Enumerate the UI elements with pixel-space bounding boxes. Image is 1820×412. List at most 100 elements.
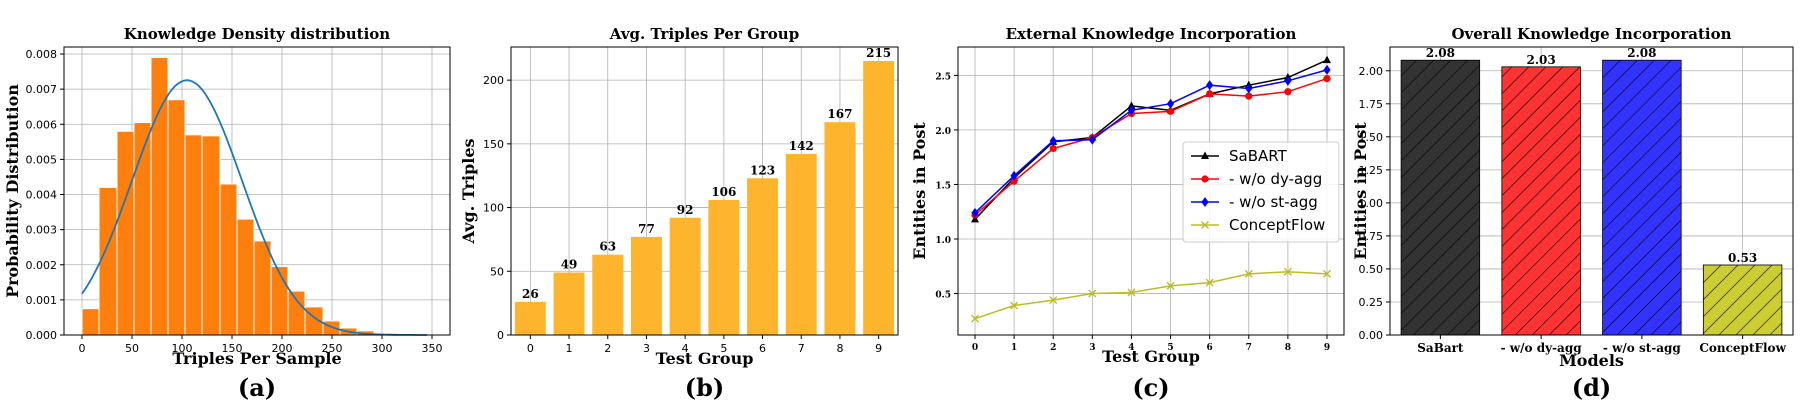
- histogram-bar: [219, 183, 238, 336]
- x-tick-label: 7: [1246, 343, 1252, 353]
- panel-label: (d): [1572, 373, 1612, 402]
- marker-circle: [1284, 88, 1292, 96]
- marker-diamond: [1323, 64, 1331, 75]
- y-tick-label: 1.00: [1359, 197, 1384, 210]
- y-tick-label: 0.007: [26, 83, 58, 96]
- x-tick-label: 6: [1207, 343, 1213, 353]
- data-label: 77: [638, 222, 655, 236]
- marker-circle: [1323, 75, 1331, 83]
- histogram-bar: [116, 130, 135, 336]
- marker-x: [1205, 278, 1214, 287]
- x-tick-label: 200: [272, 342, 293, 355]
- bar: [747, 178, 779, 335]
- bar: [592, 254, 624, 335]
- panel-label: (a): [238, 373, 276, 402]
- marker-triangle: [971, 214, 979, 223]
- marker-x: [1244, 269, 1253, 278]
- marker-circle: [1010, 177, 1018, 185]
- bar: [630, 236, 662, 335]
- plot-frame: [957, 46, 1345, 336]
- x-tick-label: ConceptFlow: [1699, 341, 1786, 355]
- marker-circle: [1206, 90, 1214, 98]
- plot-frame: [63, 46, 451, 336]
- x-tick-label: 5: [720, 342, 727, 355]
- y-tick-label: 0.005: [26, 153, 58, 166]
- x-tick-label: 9: [875, 342, 882, 355]
- histogram-bar: [322, 320, 341, 336]
- data-label: 26: [522, 287, 539, 301]
- x-tick-label: - w/o dy-agg: [1501, 341, 1583, 355]
- chart-c: External Knowledge Incorporation Test Gro…: [910, 25, 1345, 402]
- bar: [1602, 59, 1682, 336]
- y-axis-label: Entities in Post: [910, 122, 929, 260]
- y-axis-label: Avg. Triples: [459, 138, 478, 244]
- y-tick-label: 1.25: [1359, 164, 1384, 177]
- series-path: [974, 59, 1328, 220]
- chart-b: Avg. Triples Per Group Test Group Avg. Tri…: [459, 25, 899, 402]
- bar: [708, 199, 740, 335]
- marker-triangle: [1127, 101, 1136, 109]
- fit-curve: [81, 79, 427, 336]
- marker-diamond: [1201, 197, 1209, 207]
- x-tick-label: 0: [527, 342, 534, 355]
- x-tick-label: 1: [1011, 343, 1017, 353]
- x-tick-label: 8: [1285, 343, 1291, 353]
- y-axis-label: Entities in Post: [1351, 122, 1370, 260]
- bar: [1400, 59, 1481, 336]
- x-axis-label: Test Group: [1102, 347, 1200, 366]
- y-tick-label: 2.0: [935, 127, 951, 137]
- x-tick-label: 350: [422, 342, 443, 355]
- chart-a: Knowledge Density distribution Triples Pe…: [3, 25, 451, 402]
- x-tick-label: 5: [1167, 343, 1173, 353]
- legend-entry: - w/o st-agg: [1229, 193, 1318, 211]
- plot-frame: [1389, 46, 1794, 336]
- y-tick-label: 0.003: [26, 224, 58, 237]
- bar: [785, 154, 817, 335]
- y-tick-label: 0.008: [26, 48, 58, 61]
- data-label: 2.08: [1426, 46, 1455, 60]
- x-tick-label: 7: [798, 342, 805, 355]
- y-tick-label: 1.0: [935, 236, 951, 246]
- x-axis-label: Triples Per Sample: [172, 349, 341, 368]
- marker-x: [1201, 221, 1209, 229]
- y-axis-label: Probability Distribution: [3, 84, 22, 298]
- y-tick-label: 0.000: [26, 329, 58, 342]
- x-tick-label: 6: [759, 342, 766, 355]
- legend-entry: - w/o dy-agg: [1229, 170, 1322, 188]
- y-tick-label: 0.5: [935, 291, 951, 301]
- marker-diamond: [1245, 83, 1253, 94]
- x-tick-label: 2: [1050, 343, 1056, 353]
- marker-circle: [1049, 144, 1057, 153]
- data-label: 2.03: [1527, 53, 1556, 67]
- marker-circle: [1201, 175, 1209, 183]
- marker-x: [1127, 288, 1136, 297]
- marker-x: [1166, 281, 1175, 290]
- series-path: [974, 270, 1328, 320]
- x-tick-label: 3: [1089, 343, 1095, 353]
- marker-x: [1283, 267, 1292, 276]
- x-tick-label: 150: [222, 342, 243, 355]
- chart-title: Avg. Triples Per Group: [609, 25, 799, 43]
- histogram-bar: [270, 266, 289, 336]
- series-line: [971, 267, 1331, 323]
- histogram-bar: [201, 135, 221, 336]
- marker-diamond: [1010, 170, 1018, 181]
- y-tick-label: 1.5: [935, 181, 951, 191]
- x-axis-label: Models: [1559, 351, 1624, 370]
- marker-x: [1088, 289, 1097, 298]
- y-tick-label: 100: [483, 202, 504, 215]
- legend: SaBART - w/o dy-agg - w/o st-agg ConceptFlo…: [1182, 141, 1340, 243]
- plot-frame: [510, 46, 899, 336]
- marker-x: [1010, 301, 1019, 310]
- marker-diamond: [1088, 134, 1096, 145]
- histogram-bar: [98, 186, 118, 336]
- data-label: 63: [599, 240, 616, 254]
- bar: [1501, 66, 1581, 336]
- x-tick-label: 300: [372, 342, 393, 355]
- data-label: 142: [789, 139, 814, 153]
- y-tick-label: 0.004: [26, 189, 58, 202]
- x-tick-label: 0: [79, 342, 86, 355]
- bar: [553, 272, 585, 335]
- y-tick-label: 1.75: [1359, 98, 1384, 111]
- data-label: 215: [866, 46, 891, 60]
